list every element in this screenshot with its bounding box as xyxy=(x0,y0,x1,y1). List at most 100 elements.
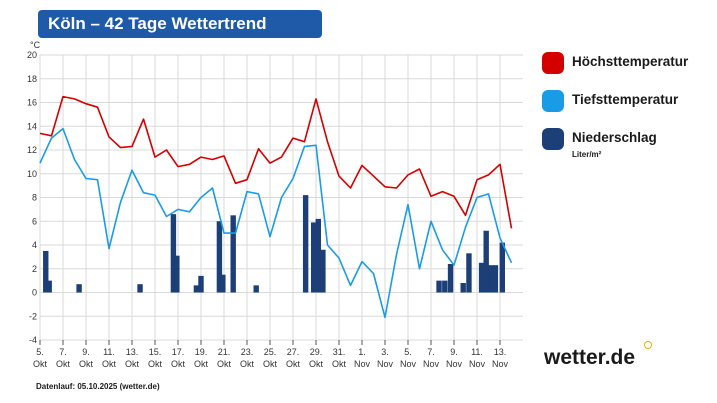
y-tick-label: 12 xyxy=(27,145,37,155)
data-run-footer: Datenlauf: 05.10.2025 (wetter.de) xyxy=(36,382,160,391)
x-tick-label-day: 9. xyxy=(82,347,90,357)
precipitation-bar xyxy=(302,195,309,293)
y-tick-label: 0 xyxy=(32,288,37,298)
x-tick-label-day: 7. xyxy=(427,347,435,357)
x-tick-label-day: 5. xyxy=(404,347,412,357)
legend-label-min-temp: Tiefsttemperatur xyxy=(572,92,679,107)
y-tick-label: 4 xyxy=(32,240,37,250)
precipitation-bar xyxy=(220,274,226,293)
y-tick-label: -2 xyxy=(29,311,37,321)
y-tick-label: 2 xyxy=(32,264,37,274)
min-temp-line xyxy=(39,127,513,319)
x-tick-label-day: 13. xyxy=(126,347,139,357)
x-tick-label-day: 21. xyxy=(218,347,231,357)
precipitation-bar xyxy=(193,285,200,293)
precipitation-bar xyxy=(483,230,489,293)
precipitation-bar xyxy=(43,250,49,293)
x-tick-label-day: 3. xyxy=(381,347,389,357)
x-tick-label-month: Okt xyxy=(171,359,186,369)
y-tick-label: 10 xyxy=(27,169,37,179)
x-tick-label-day: 13. xyxy=(494,347,507,357)
x-tick-label-month: Nov xyxy=(400,359,417,369)
x-tick-label-day: 31. xyxy=(333,347,346,357)
x-tick-label-day: 29. xyxy=(310,347,323,357)
x-tick-label-month: Okt xyxy=(56,359,71,369)
x-tick-label-month: Okt xyxy=(332,359,347,369)
y-tick-label: 18 xyxy=(27,74,37,84)
legend-item-max-temp: Höchsttemperatur xyxy=(542,50,717,82)
y-tick-label: 20 xyxy=(27,50,37,60)
legend-unit-label: Liter/m² xyxy=(572,150,602,159)
precipitation-bar xyxy=(315,218,321,293)
y-tick-label: 8 xyxy=(32,193,37,203)
x-tick-label-day: 17. xyxy=(172,347,185,357)
x-tick-label-day: 9. xyxy=(450,347,458,357)
x-tick-label-month: Okt xyxy=(33,359,48,369)
precipitation-bar xyxy=(488,265,494,293)
precipitation-bar xyxy=(478,262,485,293)
precipitation-bar xyxy=(230,215,236,293)
y-tick-label: -4 xyxy=(29,335,37,345)
precipitation-bar xyxy=(499,242,505,293)
precipitation-bar xyxy=(46,280,52,293)
precipitation-bar xyxy=(436,280,442,293)
precipitation-bar xyxy=(466,253,472,293)
x-tick-label-month: Okt xyxy=(194,359,209,369)
max-temp-line xyxy=(39,95,513,229)
brand-logo: wetter.de xyxy=(544,346,636,369)
x-tick-label-month: Okt xyxy=(286,359,301,369)
x-tick-label-month: Okt xyxy=(263,359,278,369)
y-tick-label: 14 xyxy=(27,121,37,131)
precipitation-bar xyxy=(253,285,259,293)
x-tick-label-day: 25. xyxy=(264,347,277,357)
precipitation-bar xyxy=(492,265,499,293)
precipitation-bar xyxy=(198,275,204,293)
x-tick-label-month: Okt xyxy=(79,359,94,369)
x-tick-label-month: Okt xyxy=(217,359,232,369)
chart-title: Köln – 42 Tage Wettertrend xyxy=(38,10,322,38)
y-axis-unit-label: °C xyxy=(30,40,41,50)
x-tick-label-day: 5. xyxy=(36,347,44,357)
x-tick-label-day: 15. xyxy=(149,347,162,357)
x-tick-label-month: Okt xyxy=(240,359,255,369)
x-tick-label-month: Nov xyxy=(446,359,463,369)
x-tick-label-month: Nov xyxy=(469,359,486,369)
x-tick-label-day: 27. xyxy=(287,347,300,357)
legend-item-precipitation: Niederschlag Liter/m² xyxy=(542,126,717,159)
precipitation-bar xyxy=(447,264,454,293)
precipitation-bar xyxy=(174,255,180,293)
precipitation-bar xyxy=(311,222,317,293)
y-tick-label: 6 xyxy=(32,216,37,226)
x-tick-label-month: Nov xyxy=(377,359,394,369)
precipitation-bar xyxy=(137,284,143,293)
precipitation-bar xyxy=(320,249,326,293)
legend-label-precipitation: Niederschlag xyxy=(572,130,657,145)
x-tick-label-day: 23. xyxy=(241,347,254,357)
legend-swatch-min-temp xyxy=(542,90,564,112)
x-tick-label-day: 7. xyxy=(59,347,67,357)
precipitation-bar xyxy=(460,283,466,293)
precipitation-bar xyxy=(170,214,177,293)
brand-dot-icon xyxy=(644,341,652,349)
y-tick-label: 16 xyxy=(27,98,37,108)
legend-swatch-precipitation xyxy=(542,128,564,150)
x-tick-label-day: 19. xyxy=(195,347,208,357)
precipitation-bar xyxy=(216,221,223,293)
x-tick-label-month: Okt xyxy=(309,359,324,369)
legend-swatch-max-temp xyxy=(542,52,564,74)
x-tick-label-month: Nov xyxy=(492,359,509,369)
x-tick-label-day: 1. xyxy=(358,347,366,357)
precipitation-bar xyxy=(442,280,448,293)
x-tick-label-month: Okt xyxy=(125,359,140,369)
x-tick-label-month: Okt xyxy=(148,359,163,369)
legend: Höchsttemperatur Tiefsttemperatur Nieder… xyxy=(542,50,717,164)
x-tick-label-month: Nov xyxy=(423,359,440,369)
x-tick-label-day: 11. xyxy=(471,347,483,357)
legend-label-max-temp: Höchsttemperatur xyxy=(572,54,689,69)
x-tick-label-month: Okt xyxy=(102,359,117,369)
x-tick-label-day: 11. xyxy=(103,347,115,357)
x-tick-label-month: Nov xyxy=(354,359,371,369)
precipitation-bar xyxy=(76,284,82,293)
legend-item-min-temp: Tiefsttemperatur xyxy=(542,88,717,120)
